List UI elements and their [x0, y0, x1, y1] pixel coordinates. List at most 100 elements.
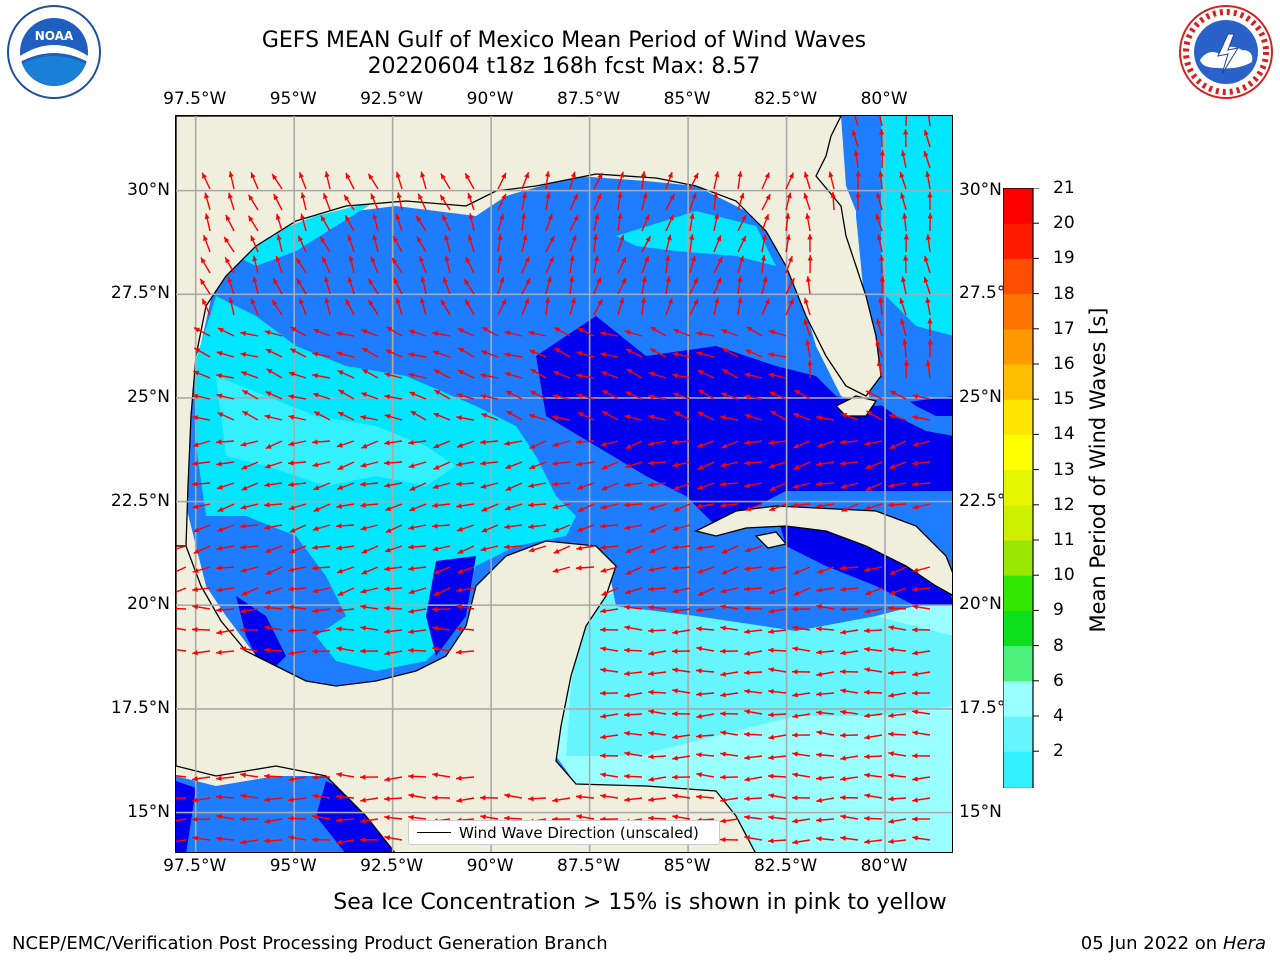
wind-wave-arrow [577, 411, 595, 421]
wind-wave-arrow [720, 818, 739, 824]
wind-wave-arrow [625, 440, 643, 450]
wind-wave-arrow [360, 818, 379, 824]
wind-wave-arrow [216, 814, 235, 820]
wind-wave-arrow [744, 776, 763, 782]
wind-wave-arrow [696, 691, 715, 697]
wind-wave-arrow [807, 359, 813, 379]
wind-wave-arrow [432, 350, 451, 358]
wind-wave-arrow [384, 503, 403, 512]
wind-wave-arrow [264, 482, 283, 488]
wind-wave-arrow [192, 835, 211, 841]
wind-wave-arrow [545, 235, 555, 253]
wind-wave-arrow [888, 712, 907, 719]
wind-wave-arrow [744, 835, 763, 841]
lon-label-bottom: 87.5°W [557, 856, 621, 876]
wind-wave-arrow [192, 415, 211, 421]
wind-wave-arrow [928, 116, 931, 127]
wind-wave-arrow [300, 213, 307, 232]
wind-wave-arrow [408, 565, 427, 572]
wind-wave-arrow [912, 730, 931, 736]
wind-wave-arrow [312, 461, 331, 468]
wind-wave-arrow [311, 837, 331, 843]
colorbar-tick-label: 17 [1053, 318, 1075, 339]
wind-wave-arrow [903, 233, 909, 253]
wind-wave-arrow [552, 797, 571, 803]
wind-wave-arrow [176, 545, 187, 550]
wind-wave-arrow [553, 545, 571, 554]
wind-wave-arrow [855, 170, 861, 190]
wind-wave-arrow [746, 326, 763, 337]
wind-wave-arrow [216, 629, 235, 635]
wind-wave-arrow [360, 625, 379, 631]
lon-label-top: 82.5°W [753, 89, 818, 109]
wind-wave-arrow [864, 646, 883, 653]
wind-wave-arrow [599, 753, 619, 759]
wind-wave-arrow [176, 774, 187, 778]
wind-wave-arrow [216, 393, 235, 400]
wind-wave-arrow [192, 460, 211, 467]
wind-wave-arrow [456, 461, 475, 467]
wind-wave-arrow [927, 212, 933, 232]
wind-wave-arrow [601, 410, 619, 421]
wind-wave-arrow [408, 587, 427, 595]
lat-label-right: 15°N [959, 801, 1002, 822]
wind-wave-arrow [433, 412, 451, 421]
wind-wave-arrow [696, 566, 715, 574]
wind-wave-arrow [288, 460, 307, 466]
nw-coast-cyan [236, 201, 376, 266]
wind-wave-arrow [689, 298, 699, 316]
wind-wave-arrow [647, 628, 667, 634]
wind-wave-arrow [203, 234, 211, 253]
wind-wave-arrow [384, 566, 403, 572]
wind-wave-arrow [876, 360, 883, 379]
colorbar-segment [1003, 575, 1033, 611]
wind-wave-arrow [887, 731, 907, 737]
wind-wave-arrow [456, 626, 475, 632]
wind-wave-arrow [912, 481, 931, 487]
wind-wave-arrow [521, 277, 531, 295]
lon-label-top: 87.5°W [557, 89, 621, 109]
legend-label: Wind Wave Direction (unscaled) [459, 824, 699, 842]
wind-wave-arrow [887, 502, 907, 508]
lon-label-top: 92.5°W [360, 89, 424, 109]
colorbar-segment [1003, 258, 1033, 295]
wind-wave-arrow [876, 318, 883, 337]
wind-wave-arrow [324, 276, 331, 295]
wind-wave-arrow [648, 566, 667, 573]
wind-wave-arrow [854, 116, 859, 127]
wind-wave-arrow [545, 171, 551, 190]
wind-wave-arrow [648, 545, 667, 554]
wind-wave-arrow [889, 390, 907, 400]
colorbar-tick-label: 6 [1053, 670, 1064, 691]
wind-wave-arrow [761, 298, 770, 316]
wind-wave-arrow [600, 608, 619, 614]
wind-wave-arrow [647, 815, 667, 821]
wind-wave-arrow [640, 297, 647, 316]
wind-wave-arrow [737, 255, 745, 274]
wind-wave-arrow [816, 587, 835, 593]
wind-wave-arrow [395, 213, 403, 232]
wind-wave-arrow [641, 214, 650, 232]
wind-wave-arrow [672, 667, 691, 673]
wind-wave-arrow [864, 503, 883, 511]
wind-wave-arrow [252, 255, 259, 274]
eastern-deep-blue [536, 316, 952, 526]
wind-wave-arrow [768, 461, 787, 469]
wind-wave-arrow [640, 171, 647, 190]
wind-wave-arrow [336, 607, 355, 613]
colorbar-tick-label: 20 [1053, 213, 1075, 234]
wind-wave-arrow [600, 440, 619, 447]
wind-wave-arrow [864, 734, 883, 740]
wind-wave-arrow [444, 255, 451, 274]
wind-wave-arrow [673, 503, 691, 512]
wind-wave-arrow [264, 524, 283, 530]
wind-wave-arrow [199, 278, 211, 295]
wind-wave-arrow [432, 772, 451, 778]
wind-wave-arrow [367, 278, 379, 295]
wind-wave-arrow [617, 297, 625, 316]
lon-label-bottom: 85°W [663, 856, 711, 876]
wind-wave-arrow [480, 460, 499, 466]
wind-wave-arrow [276, 234, 283, 253]
wind-wave-arrow [900, 276, 907, 295]
wind-wave-arrow [902, 213, 908, 232]
